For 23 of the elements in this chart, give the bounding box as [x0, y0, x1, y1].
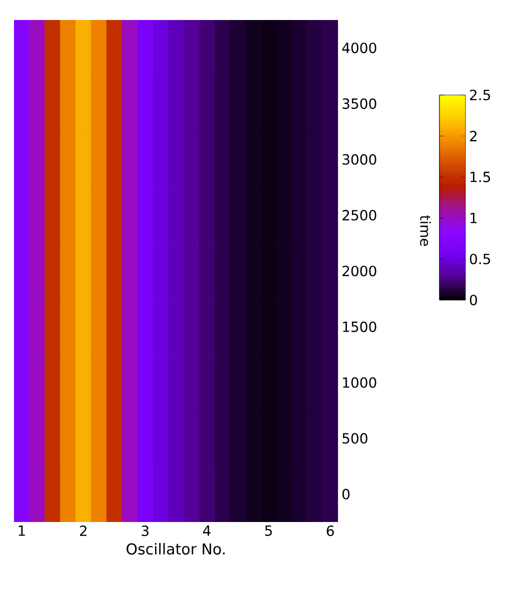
color-bar-label: 0 [470, 294, 477, 306]
x-tick-label: 3 [142, 526, 148, 536]
y-tick-label: 0 [342, 488, 350, 500]
color-bar-label: 1.5 [470, 172, 490, 182]
color-bar-label: 1 [470, 212, 477, 224]
y-tick-label: 2500 [342, 210, 376, 221]
y-tick-label: 1500 [343, 321, 376, 332]
color-bar-label: 0.5 [470, 254, 490, 264]
color-bar-label: 2 [470, 130, 476, 142]
x-axis-title: Oscillator No. [126, 542, 225, 555]
x-tick-label: 5 [265, 526, 272, 536]
y-tick-label: 2000 [342, 266, 376, 276]
y-tick-label: 1000 [343, 377, 376, 388]
color-bar-label: 2.5 [470, 90, 490, 100]
x-tick-label: 2 [80, 526, 86, 536]
x-tick-label: 6 [326, 526, 334, 536]
y-tick-label: 500 [342, 433, 368, 444]
x-tick-label: 4 [203, 526, 211, 536]
x-tick-label: 1 [18, 526, 25, 536]
y-tick-label: 3500 [342, 98, 376, 109]
y-tick-label: 3000 [342, 154, 376, 165]
y-axis-title: time [420, 215, 431, 246]
y-tick-label: 4000 [342, 42, 376, 54]
